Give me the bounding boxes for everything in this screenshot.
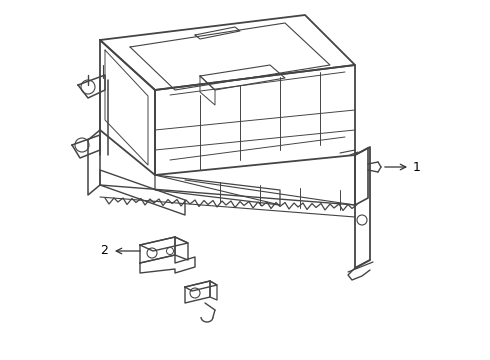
- Text: 2: 2: [100, 244, 108, 257]
- Text: 1: 1: [413, 161, 421, 174]
